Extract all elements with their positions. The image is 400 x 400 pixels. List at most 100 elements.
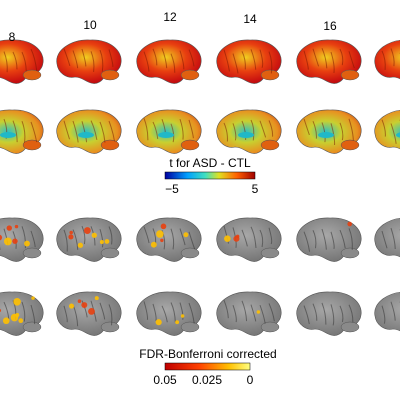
significant-spot bbox=[83, 227, 91, 234]
sulcus bbox=[339, 48, 344, 66]
sulcus bbox=[99, 49, 104, 72]
significant-spot bbox=[88, 307, 95, 315]
sulcus bbox=[90, 120, 98, 141]
sulcus bbox=[161, 305, 168, 323]
sulcus bbox=[108, 120, 116, 142]
sulcus bbox=[348, 304, 354, 323]
cerebellum bbox=[180, 139, 200, 151]
significant-spot bbox=[347, 221, 352, 227]
significant-spot bbox=[160, 223, 167, 230]
significant-spot bbox=[77, 299, 82, 304]
significant-spot bbox=[235, 234, 240, 239]
sulcus bbox=[241, 300, 248, 322]
brain bbox=[136, 291, 202, 337]
significant-spot bbox=[18, 318, 24, 324]
sulcus bbox=[143, 118, 149, 141]
insula bbox=[318, 132, 334, 138]
cerebellum bbox=[22, 247, 42, 259]
brain-surface bbox=[374, 217, 400, 263]
brain bbox=[56, 291, 122, 337]
significant-spot bbox=[77, 242, 84, 248]
sulcus bbox=[259, 229, 264, 248]
brain bbox=[374, 109, 400, 155]
significant-spot bbox=[14, 224, 19, 229]
sulcus bbox=[21, 51, 27, 71]
sulcus bbox=[312, 303, 318, 321]
sulcus bbox=[12, 120, 18, 143]
sulcus bbox=[381, 305, 386, 324]
column-label: 16 bbox=[323, 19, 337, 33]
sulcus bbox=[21, 301, 26, 322]
brain bbox=[216, 291, 282, 337]
sulcus bbox=[143, 51, 150, 72]
sulcus bbox=[339, 229, 346, 249]
sulcus bbox=[72, 50, 79, 69]
sulcus bbox=[241, 51, 246, 70]
sulcus bbox=[330, 51, 335, 74]
sulcus bbox=[268, 51, 273, 74]
sulcus bbox=[81, 225, 86, 245]
insula bbox=[0, 132, 16, 138]
cerebellum bbox=[260, 139, 280, 151]
significant-spot bbox=[0, 309, 2, 313]
sulcus bbox=[390, 227, 396, 249]
insula bbox=[396, 132, 400, 138]
brain bbox=[296, 291, 362, 337]
brain bbox=[56, 217, 122, 263]
brain bbox=[136, 217, 202, 263]
column-label: 8 bbox=[9, 30, 16, 44]
sulcus bbox=[81, 48, 87, 67]
sulcus bbox=[303, 50, 309, 70]
significant-spot bbox=[256, 310, 261, 314]
sulcus bbox=[321, 47, 328, 69]
significant-spot bbox=[68, 234, 74, 240]
significant-spot bbox=[224, 235, 231, 242]
significant-spot bbox=[2, 317, 10, 325]
cerebellum bbox=[100, 139, 120, 151]
significant-spot bbox=[175, 320, 180, 325]
significant-spot bbox=[150, 241, 157, 248]
sulcus bbox=[348, 118, 354, 141]
brain bbox=[216, 217, 282, 263]
sulcus bbox=[348, 51, 355, 69]
sulcus bbox=[223, 122, 228, 142]
sulcus bbox=[72, 120, 79, 143]
sulcus bbox=[241, 120, 247, 140]
column-label: 14 bbox=[243, 12, 257, 26]
sulcus bbox=[108, 304, 113, 326]
sulcus bbox=[259, 304, 266, 324]
sulcus bbox=[12, 51, 18, 70]
brain bbox=[374, 217, 400, 263]
sulcus bbox=[179, 50, 185, 70]
sulcus bbox=[72, 229, 79, 250]
sulcus bbox=[330, 231, 335, 250]
sulcus bbox=[381, 119, 386, 137]
sulcus bbox=[152, 121, 159, 140]
sulcus bbox=[63, 120, 71, 140]
brain bbox=[56, 39, 122, 85]
cerebellum bbox=[100, 321, 120, 333]
sulcus bbox=[303, 305, 310, 325]
brain bbox=[296, 217, 362, 263]
significant-spot bbox=[160, 238, 164, 243]
brain-surface bbox=[374, 109, 400, 155]
brain bbox=[136, 109, 202, 155]
significant-spot bbox=[81, 302, 88, 309]
sulcus bbox=[321, 228, 327, 250]
significant-spot bbox=[183, 232, 189, 238]
sulcus bbox=[330, 123, 336, 146]
sulcus bbox=[30, 304, 36, 325]
sulcus bbox=[188, 49, 195, 67]
sulcus bbox=[170, 123, 175, 143]
sulcus bbox=[250, 49, 257, 70]
significant-spot bbox=[6, 225, 12, 231]
brain bbox=[0, 291, 44, 337]
sulcus bbox=[161, 48, 168, 69]
sulcus bbox=[30, 121, 38, 143]
insula bbox=[238, 132, 254, 138]
colorbar bbox=[164, 362, 251, 371]
sulcus bbox=[21, 120, 26, 143]
sulcus bbox=[170, 228, 175, 250]
brain bbox=[56, 109, 122, 155]
brain bbox=[374, 39, 400, 85]
